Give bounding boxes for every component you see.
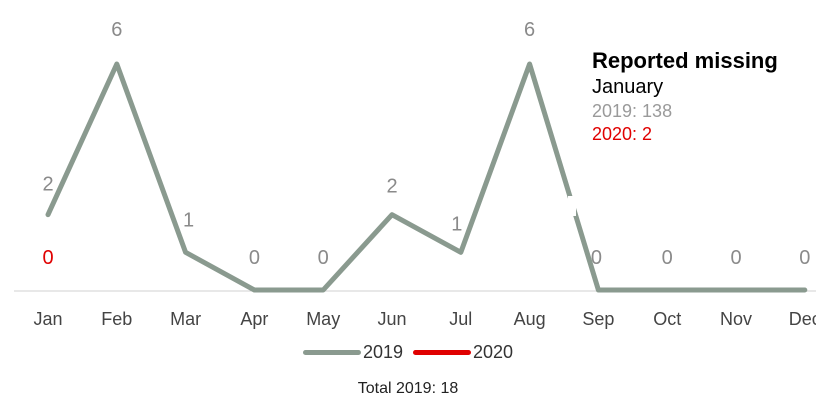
legend-label-2019: 2019 [362, 342, 403, 362]
x-tick-label: Oct [653, 309, 681, 329]
tooltip-notch [568, 196, 576, 216]
data-point-2019 [252, 288, 256, 292]
data-label-2019: 0 [799, 247, 810, 269]
x-tick-label: Feb [101, 309, 132, 329]
data-label-2019: 1 [451, 213, 462, 235]
data-label-2019: 0 [249, 247, 260, 269]
x-tick-label: Jan [33, 309, 62, 329]
legend-swatch-2019 [302, 350, 361, 355]
series-layer [45, 61, 808, 293]
x-tick-label: Dec [789, 309, 816, 329]
tooltip: Reported missing January 2019: 138 2020:… [592, 48, 778, 145]
data-label-2019: 0 [591, 247, 602, 269]
data-point-2019 [321, 288, 325, 292]
data-point-2019 [390, 213, 394, 217]
data-point-2019 [46, 213, 50, 217]
data-label-2019: 0 [318, 247, 329, 269]
data-label-2019: 0 [730, 247, 741, 269]
x-tick-label: Jul [449, 309, 472, 329]
data-label-2019: 6 [111, 19, 122, 41]
data-label-2019: 0 [662, 247, 673, 269]
data-label-2020: 0 [42, 247, 53, 269]
legend-item-2019[interactable]: 2019 [302, 342, 403, 363]
line-chart: Jan Feb Mar Apr May Jun Jul Aug Sep Oct Nov Dec 2 6 1… [14, 19, 816, 329]
tooltip-2019-value: 2019: 138 [592, 101, 673, 121]
legend-label-2020: 2020 [473, 342, 514, 362]
data-point-2019 [596, 288, 600, 292]
data-label-2019: 2 [386, 176, 397, 198]
tooltip-title: Reported missing [592, 48, 778, 73]
x-tick-label: May [306, 309, 340, 329]
data-point-2019 [459, 250, 463, 254]
x-tick-label: Nov [720, 309, 752, 329]
x-tick-label: Mar [170, 309, 201, 329]
x-tick-label: Aug [514, 309, 546, 329]
data-point-2019 [528, 62, 532, 66]
legend: 2019 2020 [0, 342, 816, 363]
series-line-2019 [45, 61, 808, 293]
data-point-2019 [734, 288, 738, 292]
data-point-2019 [665, 288, 669, 292]
legend-swatch-2020 [413, 350, 471, 355]
x-axis: Jan Feb Mar Apr May Jun Jul Aug Sep Oct Nov Dec [14, 290, 816, 329]
tooltip-month: January [592, 76, 664, 98]
x-tick-label: Jun [377, 309, 406, 329]
data-label-2019: 6 [524, 19, 535, 41]
x-tick-label: Apr [240, 309, 268, 329]
data-label-2019: 2 [42, 174, 53, 196]
tooltip-2020-value: 2020: 2 [592, 124, 653, 144]
data-point-2019 [803, 288, 807, 292]
legend-item-2020[interactable]: 2020 [413, 342, 513, 363]
x-tick-label: Sep [582, 309, 614, 329]
data-point-2019 [184, 250, 188, 254]
data-point-2019 [115, 62, 119, 66]
total-2019: Total 2019: 18 [357, 380, 459, 397]
data-label-2019: 1 [183, 209, 194, 231]
